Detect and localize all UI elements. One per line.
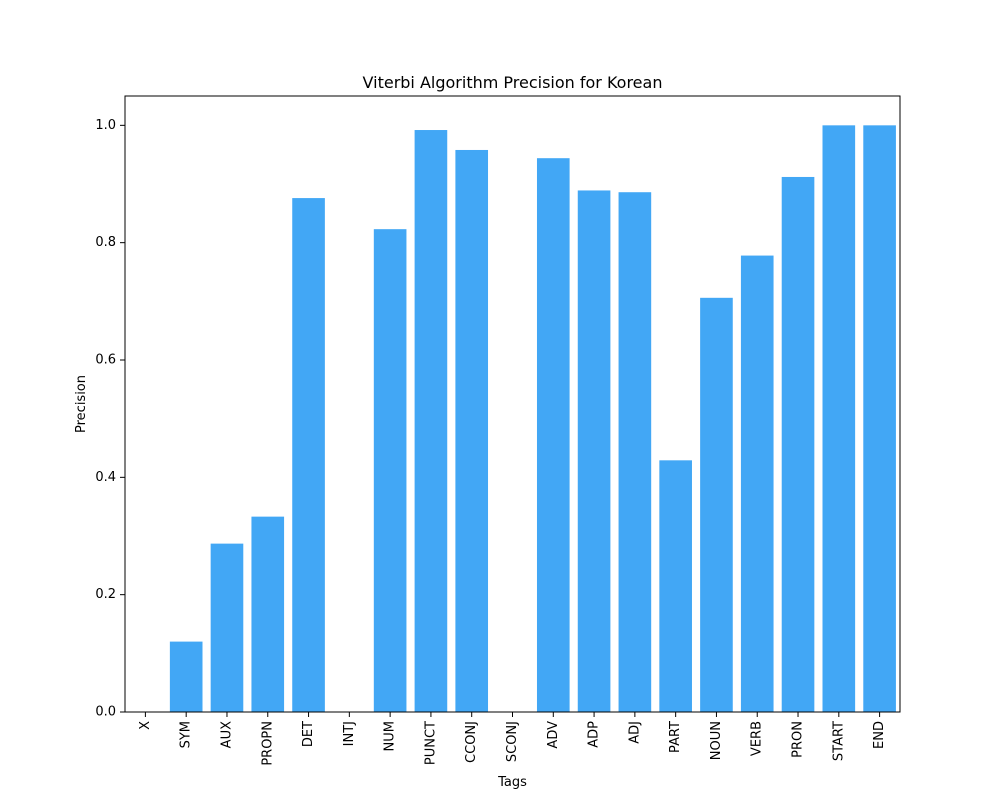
x-axis-label: Tags (497, 775, 527, 790)
x-tick-label: ADJ (627, 721, 642, 744)
x-tick-label: ADV (546, 721, 561, 749)
x-tick-label: VERB (750, 721, 765, 756)
x-tick-label: X (138, 721, 153, 730)
bar-cconj (455, 149, 489, 712)
y-tick-label: 0.0 (95, 705, 116, 720)
bar-propn (251, 516, 285, 712)
x-tick-label: CCONJ (464, 721, 479, 763)
y-tick-label: 0.4 (95, 470, 116, 485)
bar-adj (618, 192, 652, 713)
x-tick-label: DET (301, 721, 316, 747)
bar-adv (536, 158, 570, 713)
x-tick-label: START (831, 721, 846, 761)
bar-adp (577, 190, 611, 712)
x-tick-label: SCONJ (505, 721, 520, 762)
x-tick-label: AUX (219, 721, 234, 748)
y-tick-label: 0.2 (95, 587, 116, 602)
bar-end (863, 125, 896, 713)
x-tick-label: ADP (587, 721, 602, 748)
y-axis-ticks: 0.0 0.2 0.4 0.6 0.8 1.0 (95, 118, 125, 720)
bar-verb (740, 255, 774, 712)
x-tick-label: INTJ (342, 721, 357, 746)
bar-part (659, 460, 692, 712)
bars-group (169, 125, 896, 713)
x-tick-label: PART (668, 721, 683, 753)
y-tick-label: 0.6 (95, 353, 116, 368)
bar-aux (210, 543, 244, 712)
bar-punct (414, 130, 448, 712)
bar-num (373, 229, 407, 712)
bar-start (822, 125, 856, 713)
bar-pron (781, 176, 815, 712)
y-axis-label: Precision (74, 375, 89, 433)
x-axis-ticks: X SYM AUX PROPN DET INTJ NUM PUNCT CCONJ SCONJ ADV… (138, 712, 887, 766)
y-tick-label: 1.0 (95, 118, 116, 133)
bar-det (292, 198, 325, 712)
bar-sym (169, 641, 203, 712)
x-tick-label: PRON (791, 721, 806, 758)
x-tick-label: END (872, 721, 887, 749)
y-tick-label: 0.8 (95, 235, 116, 250)
x-tick-label: SYM (179, 721, 194, 748)
x-tick-label: PUNCT (423, 721, 438, 765)
x-tick-label: PROPN (260, 721, 275, 766)
x-tick-label: NUM (383, 721, 398, 751)
x-tick-label: NOUN (709, 721, 724, 760)
chart-title: Viterbi Algorithm Precision for Korean (363, 73, 663, 92)
plot-frame (124, 95, 901, 713)
bar-noun (700, 297, 733, 712)
